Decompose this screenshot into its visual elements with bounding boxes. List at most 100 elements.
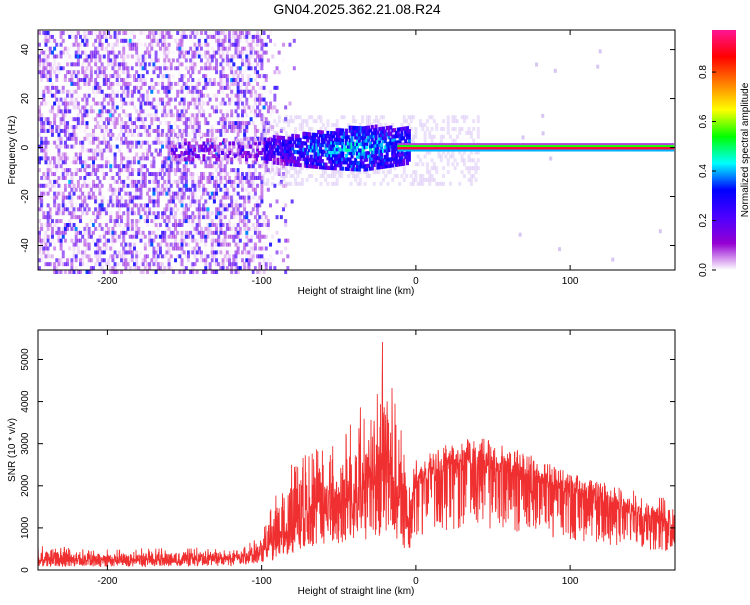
- spectrogram-cell: [55, 258, 59, 263]
- spectrogram-cell: [253, 160, 257, 165]
- spectrogram-cell: [167, 74, 171, 79]
- spectrogram-cell: [263, 134, 267, 139]
- spectrogram-cell: [230, 78, 234, 82]
- spectrogram-cell: [251, 183, 255, 188]
- spectrogram-cell: [91, 42, 95, 47]
- spectrogram-cell: [74, 254, 78, 259]
- spectrogram-cell: [195, 93, 199, 98]
- spectrogram-cell: [120, 242, 124, 247]
- spectrogram-cell: [94, 183, 98, 188]
- spectrogram-cell: [117, 203, 121, 208]
- spectrogram-cell: [182, 266, 186, 271]
- spectrogram-cell: [358, 177, 362, 182]
- spectrogram-cell: [158, 38, 162, 43]
- spectrogram-cell: [81, 258, 85, 263]
- spectrogram-cell: [102, 105, 106, 110]
- spectrogram-cell: [354, 177, 358, 182]
- spectrogram-cell: [115, 54, 119, 59]
- spectrogram-cell: [348, 144, 352, 149]
- spectrogram-cell: [286, 266, 290, 271]
- spectrogram-cell: [388, 170, 392, 175]
- spectrogram-cell: [253, 219, 257, 224]
- spectrogram-cell: [128, 42, 132, 47]
- spectrogram-cell: [215, 230, 219, 235]
- spectrogram-cell: [44, 156, 48, 161]
- spectrogram-cell: [267, 156, 271, 161]
- spectrogram-cell: [269, 203, 273, 208]
- spectrogram-cell: [98, 156, 102, 161]
- spectrogram-cell: [76, 113, 80, 118]
- spectrogram-cell: [275, 130, 279, 135]
- spectrogram-cell: [249, 183, 253, 188]
- spectrogram-cell: [111, 113, 115, 118]
- spectrogram-cell: [124, 128, 128, 133]
- spectrogram-cell: [275, 166, 279, 171]
- spectrogram-cell: [152, 30, 156, 35]
- spectrogram-cell: [208, 195, 212, 200]
- spectrogram-cell: [91, 148, 95, 153]
- spectrogram-cell: [113, 219, 117, 224]
- spectrogram-cell: [219, 85, 223, 90]
- spectrogram-cell: [258, 270, 262, 274]
- spectrogram-cell: [189, 234, 193, 239]
- spectrogram-cell: [202, 78, 206, 82]
- spectrogram-cell: [225, 74, 229, 79]
- spectrogram-cell: [139, 62, 143, 67]
- spectrogram-cell: [269, 113, 273, 118]
- spectrogram-cell: [258, 199, 262, 204]
- spectrogram-cell: [354, 125, 358, 130]
- spectrogram-cell: [215, 157, 219, 162]
- spectrogram-cell: [293, 162, 297, 167]
- spectrogram-cell: [223, 238, 227, 243]
- spectrogram-cell: [251, 148, 255, 153]
- spectrogram-cell: [96, 199, 100, 204]
- spectrogram-cell: [89, 234, 93, 239]
- spectrogram-cell: [83, 113, 87, 118]
- spectrogram-cell: [199, 254, 203, 259]
- spectrogram-cell: [109, 34, 113, 39]
- spectrogram-cell: [180, 113, 184, 118]
- spectrogram-cell: [300, 162, 304, 167]
- spectrogram-cell: [184, 125, 188, 130]
- spectrogram-cell: [66, 46, 70, 51]
- spectrogram-cell: [87, 195, 91, 200]
- spectrogram-cell: [61, 34, 65, 39]
- spectrogram-cell: [148, 70, 152, 75]
- spectrogram-cell: [206, 101, 210, 106]
- spectrogram-cell: [63, 46, 67, 51]
- spectrogram-cell: [257, 150, 261, 155]
- spectrogram-cell: [243, 160, 247, 165]
- spectrogram-cell: [335, 137, 339, 142]
- spectrogram-cell: [425, 126, 429, 131]
- spectrogram-cell: [148, 195, 152, 200]
- spectrogram-cell: [98, 85, 102, 90]
- spectrogram-cell: [120, 144, 124, 149]
- spectrogram-cell: [178, 74, 182, 79]
- spectrogram-cell: [280, 135, 284, 140]
- spectrogram-cell: [111, 132, 115, 137]
- spectrogram-cell: [74, 101, 78, 106]
- spectrogram-cell: [282, 42, 286, 47]
- spectrogram-cell: [215, 222, 219, 227]
- spectrogram-cell: [117, 270, 121, 274]
- spectrogram-cell: [298, 170, 302, 175]
- spectrogram-cell: [328, 140, 332, 145]
- spectrogram-cell: [85, 148, 89, 153]
- spectrogram-cell: [234, 270, 238, 274]
- spectrogram-cell: [167, 125, 171, 130]
- spectrogram-cell: [197, 97, 201, 102]
- spectrogram-cell: [215, 187, 219, 192]
- spectrogram-cell: [273, 172, 277, 177]
- spectrogram-cell: [107, 109, 111, 114]
- spectrogram-cell: [290, 199, 294, 204]
- spectrogram-cell: [221, 203, 225, 208]
- spectrogram-cell: [195, 42, 199, 47]
- spectrogram-cell: [120, 50, 124, 55]
- spectrogram-cell: [91, 156, 95, 161]
- spectrogram-cell: [245, 38, 249, 43]
- spectrogram-cell: [219, 42, 223, 47]
- spectrogram-cell: [48, 160, 52, 165]
- spectrogram-cell: [126, 164, 130, 169]
- spectrogram-cell: [76, 226, 80, 231]
- spectrogram-cell: [320, 149, 324, 154]
